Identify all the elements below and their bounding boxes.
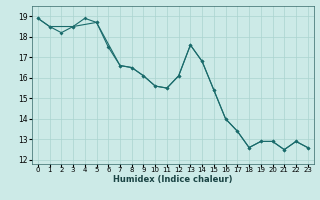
X-axis label: Humidex (Indice chaleur): Humidex (Indice chaleur)	[113, 175, 233, 184]
